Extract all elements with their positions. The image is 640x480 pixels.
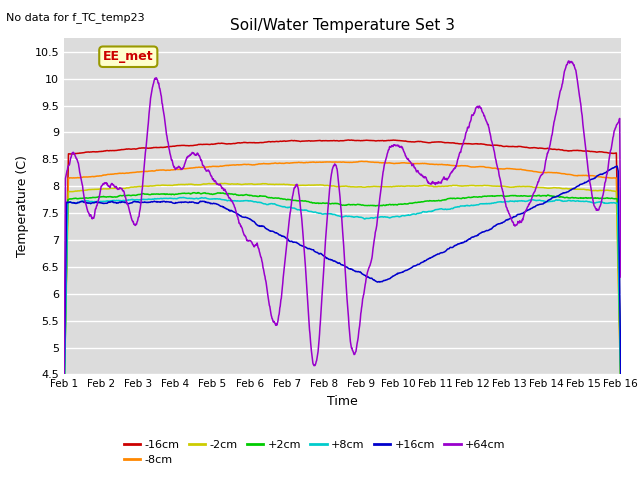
Text: No data for f_TC_temp23: No data for f_TC_temp23 <box>6 12 145 23</box>
Legend: -16cm, -8cm, -2cm, +2cm, +8cm, +16cm, +64cm: -16cm, -8cm, -2cm, +2cm, +8cm, +16cm, +6… <box>119 435 510 469</box>
X-axis label: Time: Time <box>327 395 358 408</box>
Title: Soil/Water Temperature Set 3: Soil/Water Temperature Set 3 <box>230 18 455 33</box>
Y-axis label: Temperature (C): Temperature (C) <box>16 156 29 257</box>
Text: EE_met: EE_met <box>103 50 154 63</box>
